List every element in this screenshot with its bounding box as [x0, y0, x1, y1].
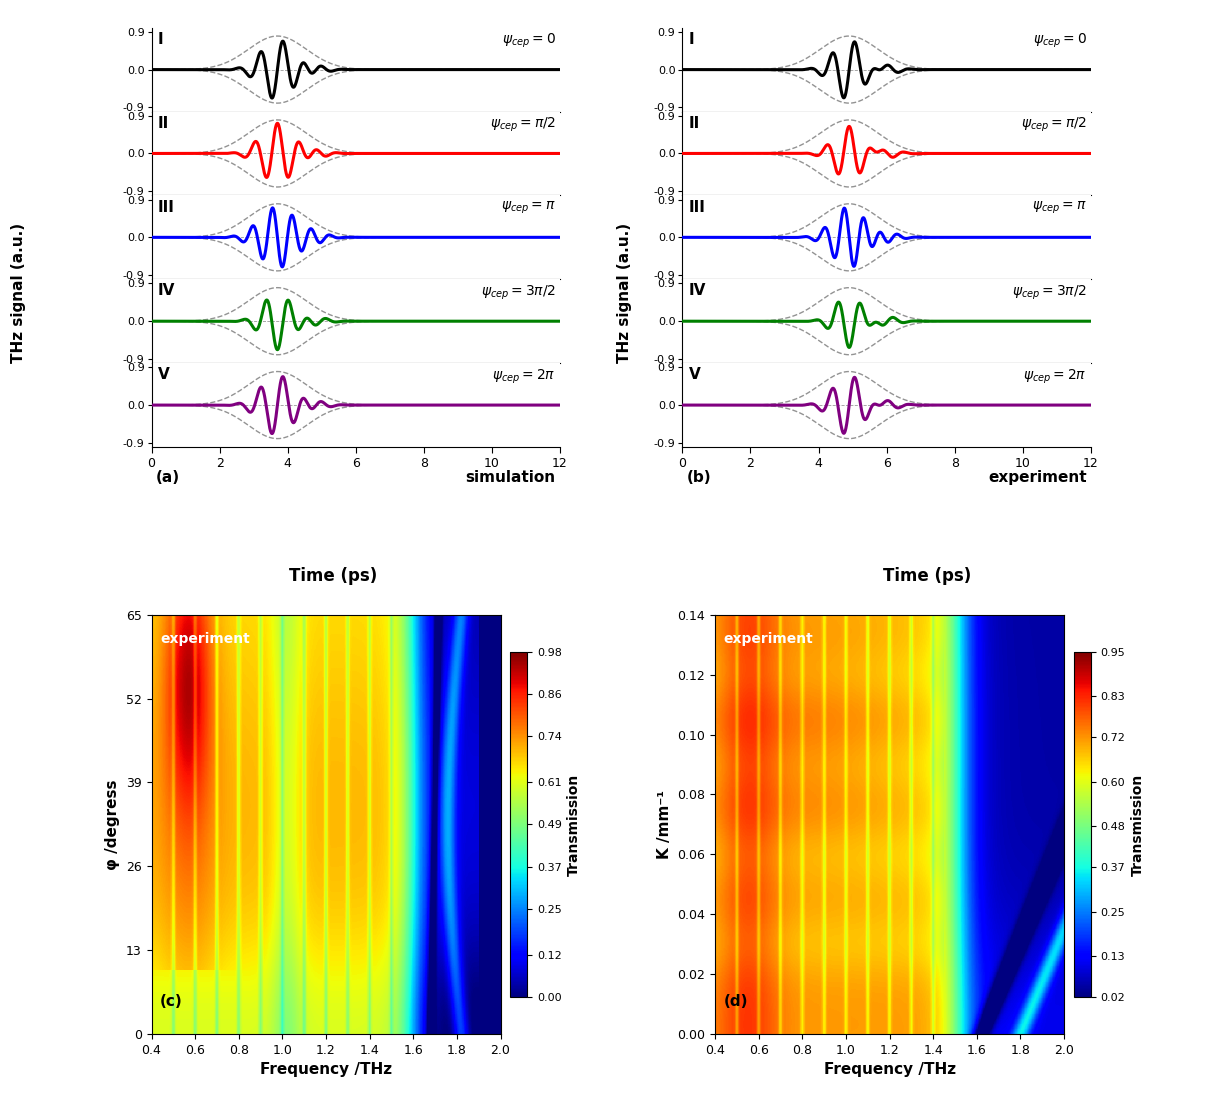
Text: I: I	[158, 32, 164, 46]
Text: THz signal (a.u.): THz signal (a.u.)	[617, 223, 631, 363]
Text: $\psi_{cep} = \pi/2$: $\psi_{cep} = \pi/2$	[1021, 116, 1087, 134]
Text: $\psi_{cep} = \pi$: $\psi_{cep} = \pi$	[1033, 199, 1087, 216]
Text: (a): (a)	[155, 470, 179, 486]
Text: II: II	[158, 116, 168, 131]
Text: IV: IV	[158, 283, 175, 299]
Text: Time (ps): Time (ps)	[884, 567, 971, 585]
Text: IV: IV	[688, 283, 705, 299]
Y-axis label: φ /degress: φ /degress	[105, 780, 120, 869]
Y-axis label: Transmission: Transmission	[1131, 773, 1145, 876]
Text: $\psi_{cep} = 0$: $\psi_{cep} = 0$	[1033, 32, 1087, 50]
Text: simulation: simulation	[465, 470, 556, 486]
Text: V: V	[158, 367, 170, 383]
Text: experiment: experiment	[724, 632, 813, 646]
Text: III: III	[158, 199, 175, 215]
Text: Time (ps): Time (ps)	[290, 567, 377, 585]
Text: $\psi_{cep} = 3\pi/2$: $\psi_{cep} = 3\pi/2$	[1012, 283, 1087, 302]
Text: II: II	[688, 116, 699, 131]
Text: $\psi_{cep} = \pi/2$: $\psi_{cep} = \pi/2$	[490, 116, 556, 134]
Text: $\psi_{cep} = 2\pi$: $\psi_{cep} = 2\pi$	[492, 367, 556, 386]
Text: (b): (b)	[686, 470, 711, 486]
X-axis label: Frequency /THz: Frequency /THz	[259, 1063, 393, 1077]
Text: (c): (c)	[160, 994, 183, 1009]
Text: V: V	[688, 367, 701, 383]
Y-axis label: K /mm⁻¹: K /mm⁻¹	[657, 790, 671, 859]
Text: I: I	[688, 32, 694, 46]
Text: experiment: experiment	[160, 632, 250, 646]
Text: $\psi_{cep} = 0$: $\psi_{cep} = 0$	[502, 32, 556, 50]
Text: $\psi_{cep} = \pi$: $\psi_{cep} = \pi$	[502, 199, 556, 216]
Text: THz signal (a.u.): THz signal (a.u.)	[11, 223, 25, 363]
Text: (d): (d)	[724, 994, 748, 1009]
X-axis label: Frequency /THz: Frequency /THz	[823, 1063, 956, 1077]
Text: $\psi_{cep} = 3\pi/2$: $\psi_{cep} = 3\pi/2$	[481, 283, 556, 302]
Text: III: III	[688, 199, 705, 215]
Y-axis label: Transmission: Transmission	[567, 773, 582, 876]
Text: experiment: experiment	[988, 470, 1087, 486]
Text: $\psi_{cep} = 2\pi$: $\psi_{cep} = 2\pi$	[1023, 367, 1087, 386]
